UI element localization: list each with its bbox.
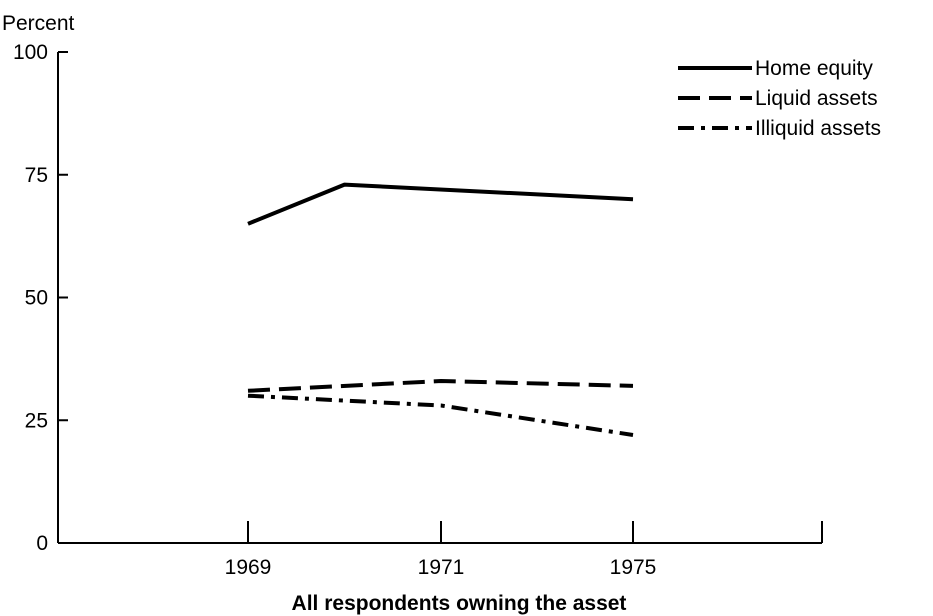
x-axis-title: All respondents owning the asset: [292, 592, 627, 615]
y-tick-label: 100: [13, 41, 48, 64]
series-line-home-equity: [247, 182, 634, 226]
y-tick-label: 75: [25, 164, 48, 187]
series-line-illiquid-assets: [247, 393, 634, 437]
legend: Home equity Liquid assets Illiquid assets: [678, 57, 881, 140]
y-tick-label: 50: [25, 287, 48, 310]
y-tick-label: 25: [25, 409, 48, 432]
x-tick-label: 1969: [225, 556, 272, 579]
y-axis-title: Percent: [2, 12, 75, 35]
series-lines: [247, 182, 634, 437]
legend-label-home-equity: Home equity: [755, 57, 873, 80]
legend-label-liquid-assets: Liquid assets: [755, 87, 878, 110]
x-tick-label: 1971: [418, 556, 465, 579]
x-tick-label: 1975: [610, 556, 657, 579]
legend-label-illiquid-assets: Illiquid assets: [755, 117, 881, 140]
y-tick-label: 0: [36, 532, 48, 555]
y-axis: 0 25 50 75 100: [13, 41, 68, 555]
x-axis: 1969 1971 1975: [58, 521, 823, 579]
series-line-liquid-assets: [247, 379, 634, 393]
